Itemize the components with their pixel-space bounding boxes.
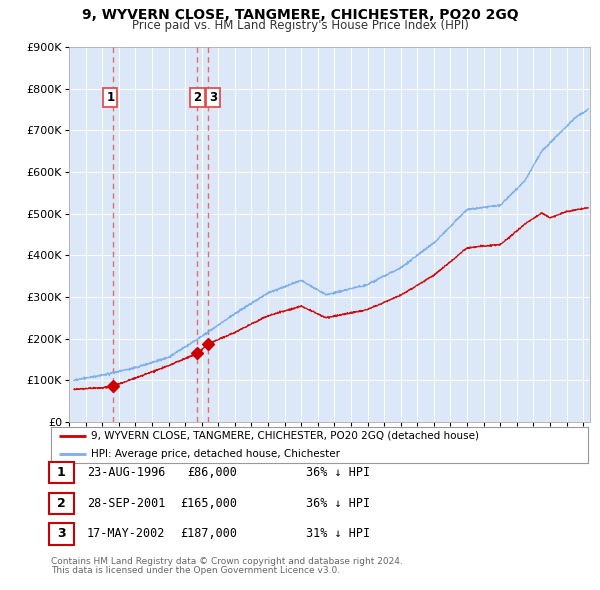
Text: 17-MAY-2002: 17-MAY-2002 bbox=[87, 527, 166, 540]
Text: 2: 2 bbox=[193, 91, 202, 104]
Text: 28-SEP-2001: 28-SEP-2001 bbox=[87, 497, 166, 510]
Text: 31% ↓ HPI: 31% ↓ HPI bbox=[306, 527, 370, 540]
Text: 3: 3 bbox=[57, 527, 65, 540]
Text: £86,000: £86,000 bbox=[187, 466, 237, 479]
Text: 9, WYVERN CLOSE, TANGMERE, CHICHESTER, PO20 2GQ: 9, WYVERN CLOSE, TANGMERE, CHICHESTER, P… bbox=[82, 8, 518, 22]
Text: 3: 3 bbox=[209, 91, 217, 104]
Text: £165,000: £165,000 bbox=[180, 497, 237, 510]
Text: 23-AUG-1996: 23-AUG-1996 bbox=[87, 466, 166, 479]
Text: 9, WYVERN CLOSE, TANGMERE, CHICHESTER, PO20 2GQ (detached house): 9, WYVERN CLOSE, TANGMERE, CHICHESTER, P… bbox=[91, 431, 479, 441]
Text: 1: 1 bbox=[106, 91, 115, 104]
Text: 2: 2 bbox=[57, 497, 65, 510]
Text: HPI: Average price, detached house, Chichester: HPI: Average price, detached house, Chic… bbox=[91, 449, 340, 459]
Text: 1: 1 bbox=[57, 466, 65, 479]
Text: 36% ↓ HPI: 36% ↓ HPI bbox=[306, 497, 370, 510]
Text: Price paid vs. HM Land Registry's House Price Index (HPI): Price paid vs. HM Land Registry's House … bbox=[131, 19, 469, 32]
Text: 36% ↓ HPI: 36% ↓ HPI bbox=[306, 466, 370, 479]
Text: £187,000: £187,000 bbox=[180, 527, 237, 540]
Text: Contains HM Land Registry data © Crown copyright and database right 2024.: Contains HM Land Registry data © Crown c… bbox=[51, 558, 403, 566]
Text: This data is licensed under the Open Government Licence v3.0.: This data is licensed under the Open Gov… bbox=[51, 566, 340, 575]
